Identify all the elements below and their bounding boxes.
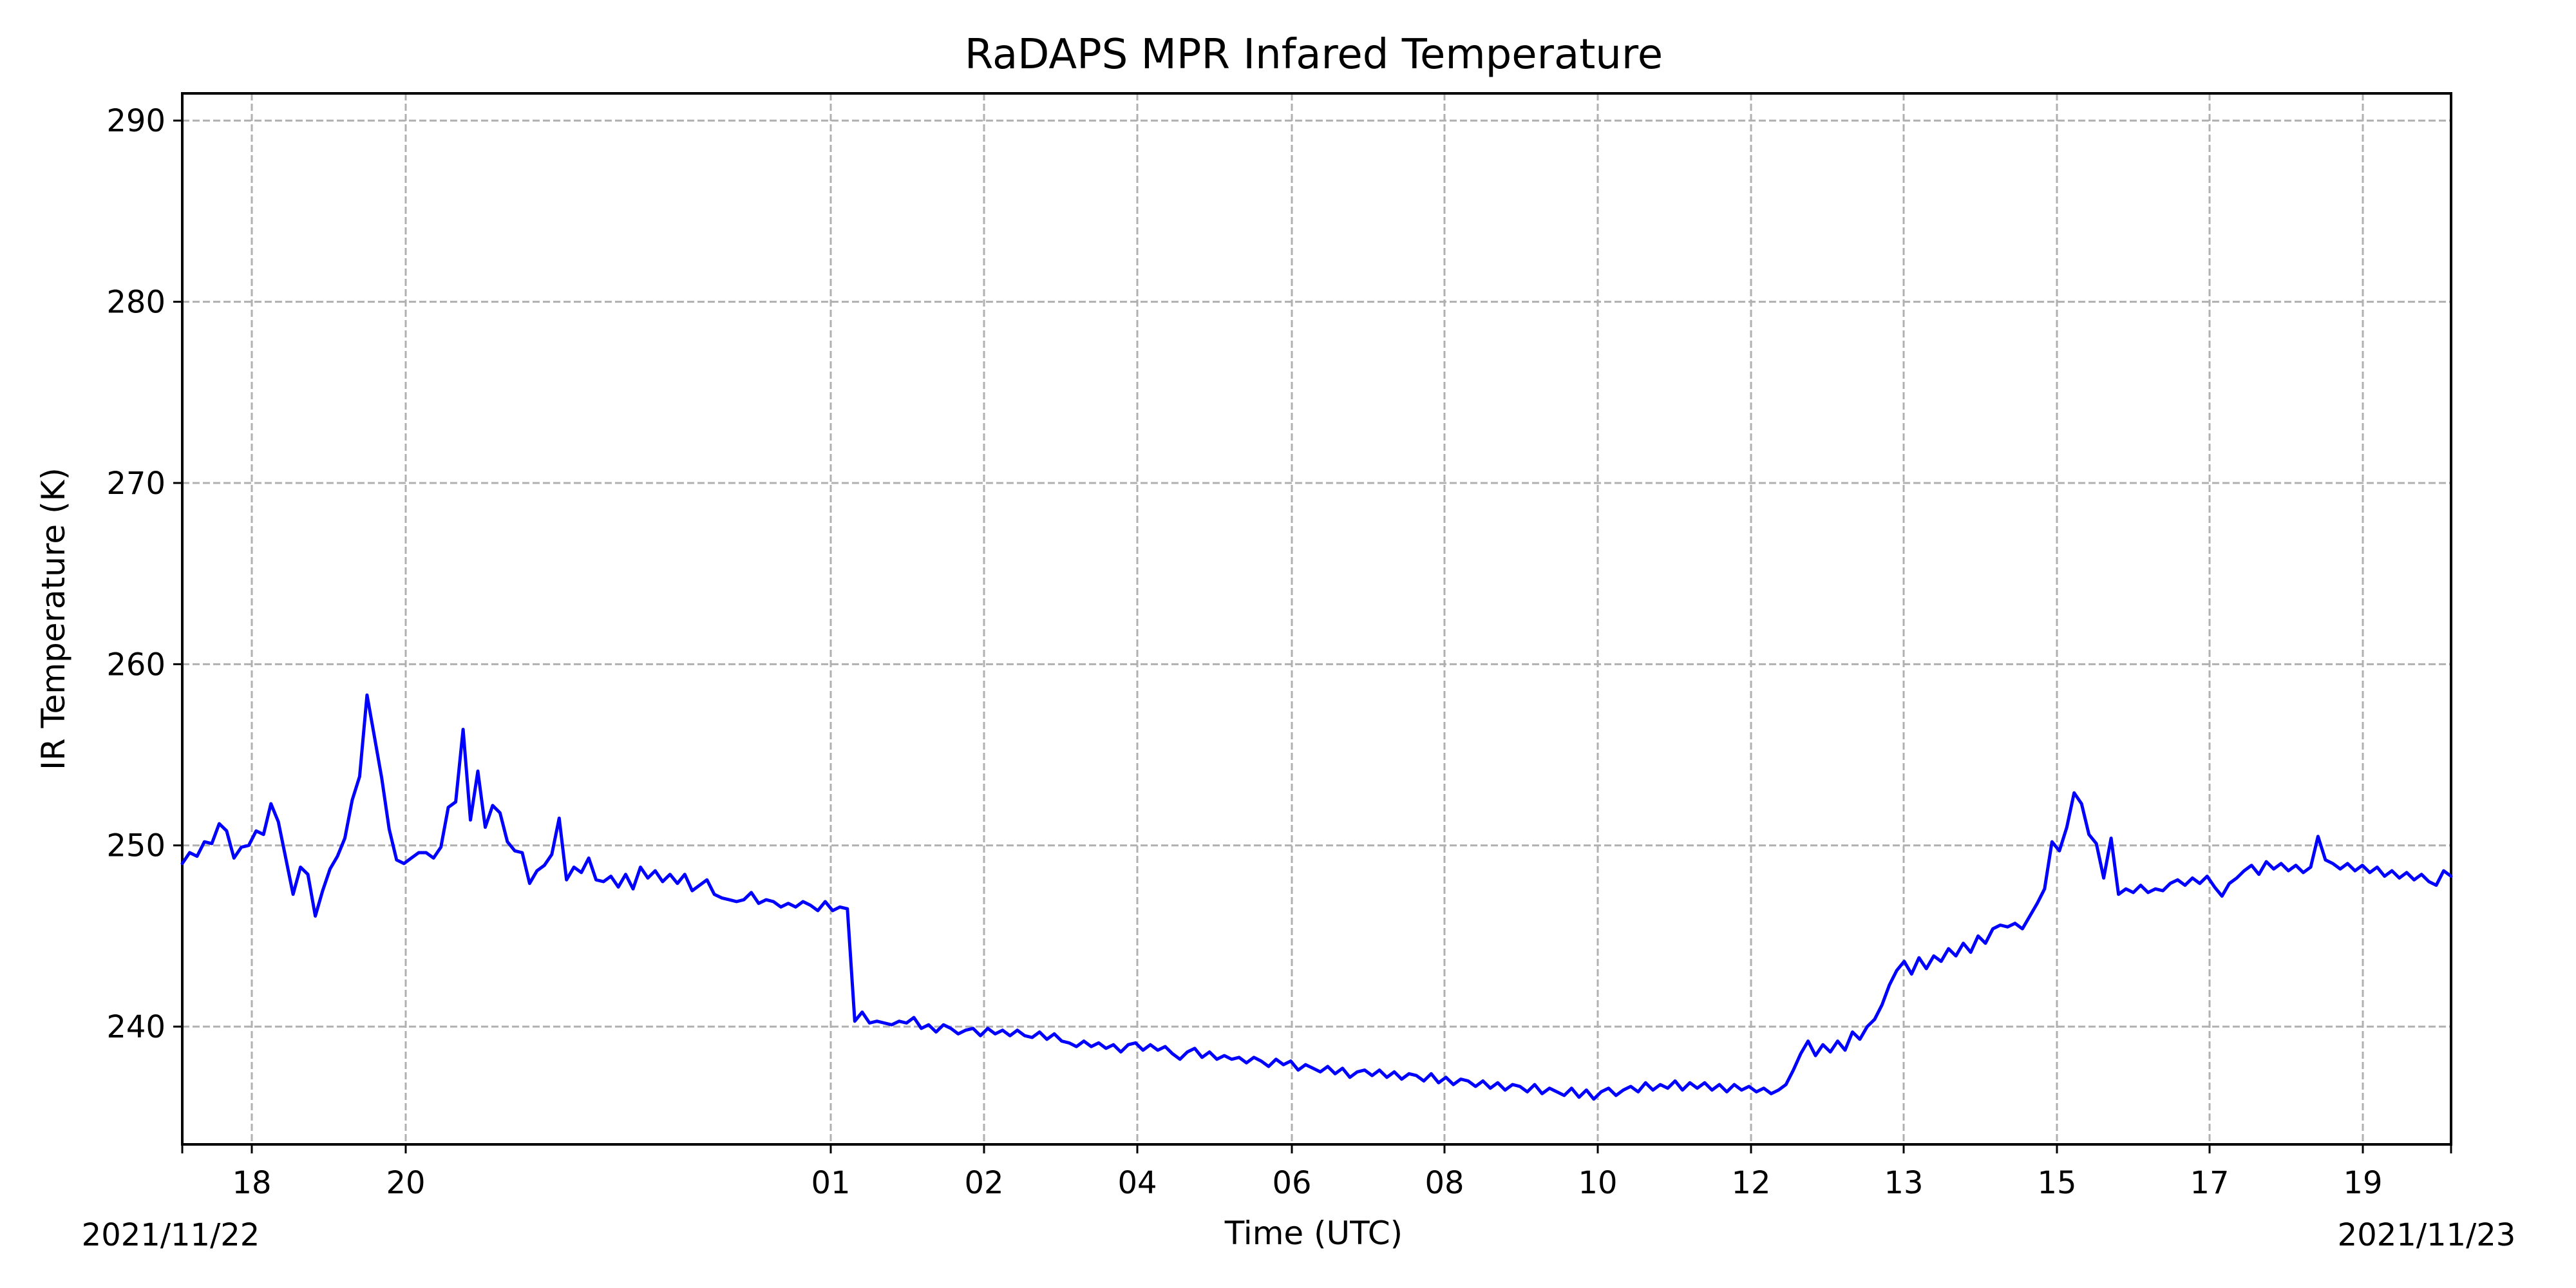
y-tick-label: 280: [106, 285, 166, 321]
y-tick-label: 290: [106, 103, 166, 139]
x-tick-label: 01: [811, 1165, 850, 1201]
x-tick-label: 02: [964, 1165, 1003, 1201]
x-tick-label: 19: [2343, 1165, 2382, 1201]
x-tick-label: 18: [232, 1165, 271, 1201]
x-date-label-right: 2021/11/23: [2338, 1217, 2516, 1253]
x-tick-label: 10: [1578, 1165, 1617, 1201]
x-axis: 18 20 01 02 04 06 08 10 12 13 15 17 19: [181, 1144, 2452, 1201]
x-tick-label: 06: [1272, 1165, 1311, 1201]
y-tick-label: 260: [106, 647, 166, 683]
x-axis-label: Time (UTC): [1224, 1215, 1403, 1252]
y-tick-label: 250: [106, 828, 166, 864]
x-tick-label: 17: [2190, 1165, 2229, 1201]
x-tick-label: 12: [1731, 1165, 1770, 1201]
y-axis: 240 250 260 270 280 290: [106, 103, 182, 1045]
y-tick-label: 270: [106, 466, 166, 502]
series-layer: [180, 693, 2453, 1101]
chart-title: RaDAPS MPR Infared Temperature: [965, 31, 1663, 79]
series-line-ir-temperature: [180, 693, 2453, 1101]
x-tick-label: 08: [1425, 1165, 1464, 1201]
grid-lines: [182, 93, 2451, 1144]
x-date-label-left: 2021/11/22: [82, 1217, 260, 1253]
x-tick-label: 04: [1117, 1165, 1157, 1201]
x-tick-label: 20: [386, 1165, 425, 1201]
x-tick-label: 15: [2037, 1165, 2076, 1201]
y-tick-label: 240: [106, 1009, 166, 1045]
x-tick-label: 13: [1884, 1165, 1923, 1201]
plot-frame: [181, 92, 2452, 1146]
y-axis-label: IR Temperature (K): [35, 468, 72, 770]
